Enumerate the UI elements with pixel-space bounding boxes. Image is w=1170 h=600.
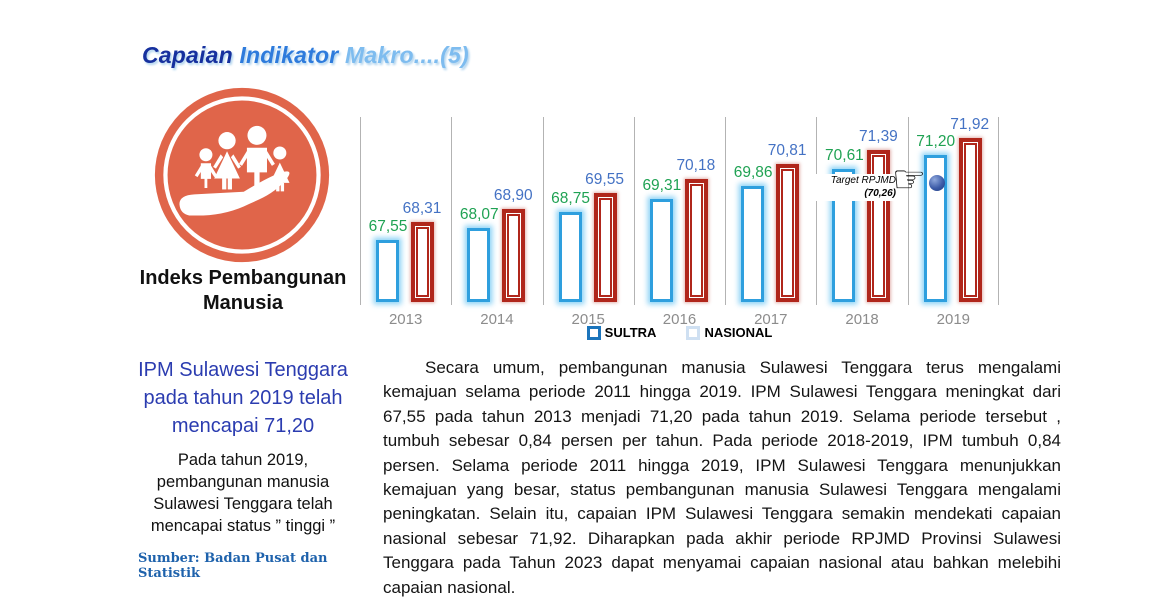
year-group-2015: 68,75 69,55 2015: [542, 115, 634, 328]
value-label-sultra-2014: 68,07: [459, 205, 499, 223]
bar-sultra-2014: [467, 227, 491, 302]
legend-item-nasional: NASIONAL: [686, 325, 772, 340]
bar-sultra-2015: [558, 212, 582, 302]
bar-sultra-2017: [741, 186, 765, 302]
body-paragraph: Secara umum, pembangunan manusia Sulawes…: [383, 358, 1061, 597]
title-part-1: Capaian: [142, 42, 240, 68]
bar-nasional-2017: [776, 163, 800, 302]
gridline: [451, 117, 453, 305]
bar-sultra-2018: [832, 168, 856, 302]
gridline: [907, 117, 909, 305]
gridline: [360, 117, 361, 305]
year-group-2014: 68,07 68,90 2014: [451, 115, 542, 328]
x-axis-label-2017: 2017: [754, 311, 788, 328]
value-label-sultra-2015: 68,75: [551, 190, 590, 207]
value-label-nasional-2015: 69,55: [585, 171, 624, 189]
family-in-hand-icon: [154, 87, 330, 263]
value-label-sultra-2018: 70,61: [825, 146, 864, 164]
bar-nasional-inner-line: [963, 142, 977, 297]
pointing-hand-icon: ☞: [892, 157, 927, 201]
value-label-nasional-2013: 68,31: [402, 200, 442, 218]
bar-nasional-2013: [411, 222, 434, 302]
x-axis-label-2018: 2018: [845, 311, 879, 328]
gridline: [542, 117, 544, 305]
page-title: Capaian Indikator Makro....(5): [142, 42, 469, 69]
year-group-2019: 71,20 71,92 2019: [907, 115, 999, 328]
value-label-sultra-2016: 69,31: [642, 176, 682, 194]
bar-nasional-2015: [593, 193, 617, 302]
x-axis-label-2016: 2016: [662, 311, 697, 328]
value-label-nasional-2017: 70,81: [767, 141, 807, 159]
x-axis-label-2013: 2013: [388, 311, 423, 328]
bar-sultra-2019: [923, 154, 947, 302]
x-axis-label-2014: 2014: [480, 311, 514, 328]
gridline: [725, 117, 727, 305]
bar-nasional-2019: [958, 137, 982, 302]
value-label-nasional-2016: 70,18: [676, 156, 716, 174]
value-label-nasional-2014: 68,90: [493, 186, 533, 204]
year-group-2017: 69,86 70,81 2017: [725, 115, 816, 328]
target-rpjmd-line2: (70,26): [864, 187, 896, 199]
status-text: Pada tahun 2019, pembangunan manusia Sul…: [150, 451, 336, 535]
chart-legend: SULTRA NASIONAL: [360, 325, 999, 340]
bar-nasional-inner-line: [872, 155, 886, 297]
gridline: [633, 117, 635, 305]
target-rpjmd-label: Target RPJMD (70,26): [812, 174, 898, 201]
target-marker-dot: [929, 175, 945, 191]
bar-sultra-2013: [376, 240, 399, 302]
ipm-highlight-text: IPM Sulawesi Tenggara pada tahun 2019 te…: [138, 359, 348, 437]
value-label-nasional-2018: 71,39: [859, 128, 898, 146]
bar-nasional-2016: [684, 178, 708, 302]
value-label-nasional-2019: 71,92: [950, 115, 990, 133]
x-axis-label-2019: 2019: [936, 311, 971, 328]
title-part-2: Indikator: [239, 42, 345, 68]
legend-item-sultra: SULTRA: [586, 325, 657, 340]
bar-nasional-inner-line: [507, 213, 521, 297]
bar-sultra-2016: [649, 198, 673, 302]
gridline: [998, 117, 999, 305]
year-group-2016: 69,31 70,18 2016: [633, 115, 725, 328]
legend-nasional-label: NASIONAL: [704, 325, 773, 340]
value-label-sultra-2019: 71,20: [916, 132, 956, 150]
target-rpjmd-line1: Target RPJMD: [830, 175, 896, 186]
bar-nasional-inner-line: [689, 183, 703, 297]
source-caption: Sumber: Badan Pusat dan Statistik: [138, 551, 328, 581]
value-label-sultra-2013: 67,55: [368, 218, 408, 236]
value-label-sultra-2017: 69,86: [733, 164, 773, 182]
bar-nasional-inner-line: [598, 198, 612, 297]
legend-sultra-swatch-icon: [586, 325, 601, 340]
year-group-2013: 67,55 68,31 2013: [360, 115, 451, 328]
ipm-bar-chart: Target RPJMD (70,26) ☞ 67,55 68,31 2013 68,…: [360, 115, 999, 328]
indicator-heading: Indeks Pembangunan Manusia: [139, 267, 347, 314]
bar-nasional-inner-line: [781, 168, 795, 297]
title-part-3: Makro....(5): [344, 42, 469, 68]
bar-nasional-inner-line: [416, 227, 429, 297]
gridline: [816, 117, 818, 305]
legend-nasional-swatch-icon: [686, 325, 701, 340]
legend-sultra-label: SULTRA: [604, 325, 657, 340]
x-axis-label-2015: 2015: [571, 311, 605, 328]
year-group-2018: 70,61 71,39 2018: [816, 115, 907, 328]
bar-nasional-2014: [502, 208, 526, 302]
